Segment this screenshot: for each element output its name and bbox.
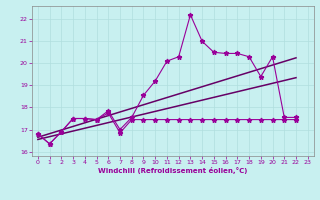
X-axis label: Windchill (Refroidissement éolien,°C): Windchill (Refroidissement éolien,°C) bbox=[98, 167, 247, 174]
